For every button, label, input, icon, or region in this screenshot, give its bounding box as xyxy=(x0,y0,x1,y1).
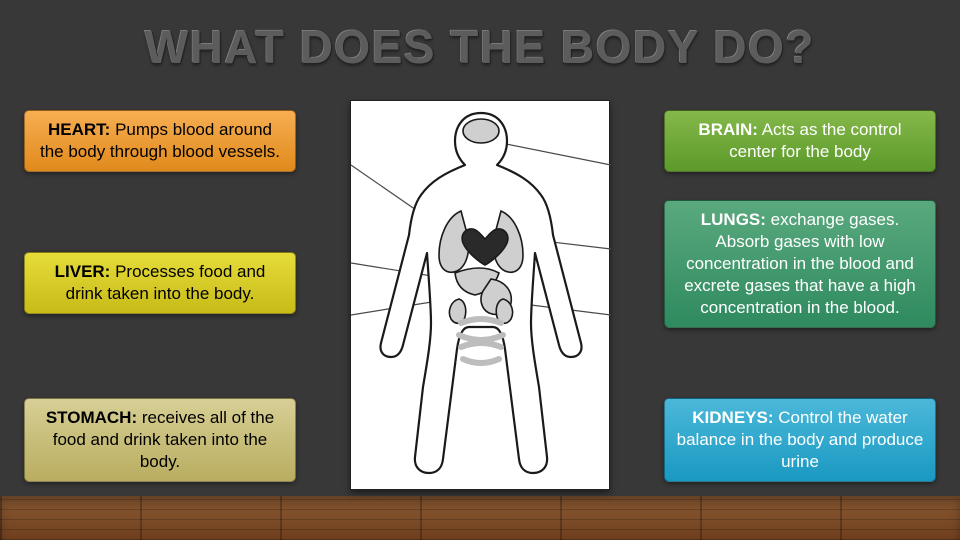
brain-label: BRAIN: xyxy=(698,120,758,139)
card-kidneys: KIDNEYS: Control the water balance in th… xyxy=(664,398,936,482)
card-liver: LIVER: Processes food and drink taken in… xyxy=(24,252,296,314)
liver-label: LIVER: xyxy=(55,262,111,281)
card-stomach: STOMACH: receives all of the food and dr… xyxy=(24,398,296,482)
card-lungs: LUNGS: exchange gases. Absorb gases with… xyxy=(664,200,936,328)
body-diagram xyxy=(350,100,610,490)
heart-label: HEART: xyxy=(48,120,110,139)
card-heart: HEART: Pumps blood around the body throu… xyxy=(24,110,296,172)
card-brain: BRAIN: Acts as the control center for th… xyxy=(664,110,936,172)
kidneys-label: KIDNEYS: xyxy=(692,408,773,427)
floor-texture xyxy=(0,496,960,540)
lungs-label: LUNGS: xyxy=(701,210,766,229)
page-title: WHAT DOES THE BODY DO? xyxy=(0,20,960,74)
stomach-label: STOMACH: xyxy=(46,408,137,427)
